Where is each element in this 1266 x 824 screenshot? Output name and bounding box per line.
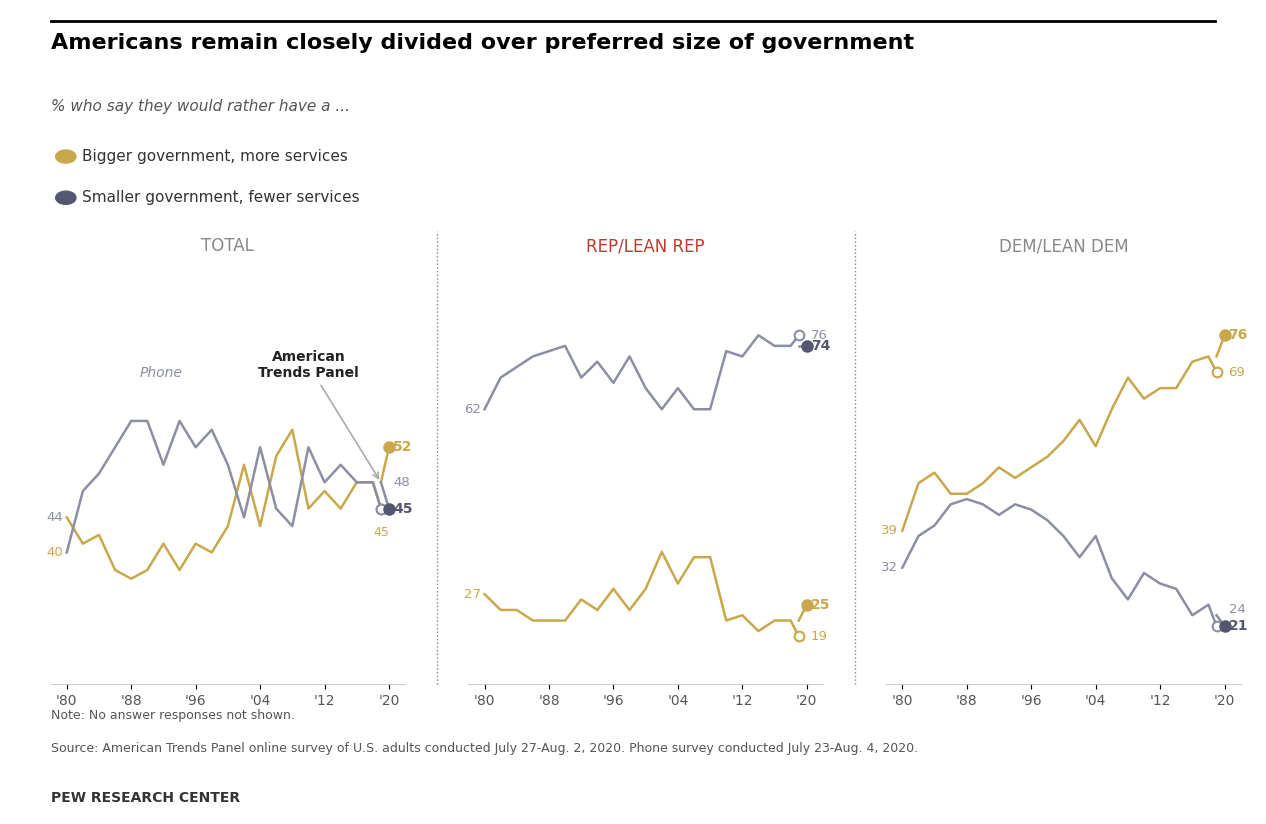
Text: 24: 24 [1228,603,1246,616]
Text: Smaller government, fewer services: Smaller government, fewer services [82,190,360,205]
Text: 25: 25 [810,597,830,611]
Title: DEM/LEAN DEM: DEM/LEAN DEM [999,237,1128,255]
Text: 69: 69 [1228,366,1246,379]
Text: 52: 52 [392,440,413,454]
Text: 74: 74 [810,339,830,353]
Text: 44: 44 [46,511,63,524]
Text: Bigger government, more services: Bigger government, more services [82,149,348,164]
Text: 32: 32 [881,561,899,574]
Text: 45: 45 [392,502,413,516]
Title: TOTAL: TOTAL [201,237,254,255]
Text: % who say they would rather have a ...: % who say they would rather have a ... [51,99,349,114]
Text: 76: 76 [1228,328,1248,342]
Text: 62: 62 [463,403,481,416]
Text: PEW RESEARCH CENTER: PEW RESEARCH CENTER [51,791,239,805]
Text: 40: 40 [46,546,63,559]
Text: 19: 19 [810,630,828,643]
Text: American
Trends Panel: American Trends Panel [258,350,379,479]
Text: Source: American Trends Panel online survey of U.S. adults conducted July 27-Aug: Source: American Trends Panel online sur… [51,742,918,755]
Text: 39: 39 [881,524,899,537]
Text: 48: 48 [392,475,410,489]
Text: 45: 45 [373,527,389,539]
Text: Note: No answer responses not shown.: Note: No answer responses not shown. [51,709,295,722]
Text: Phone: Phone [139,366,182,380]
Text: 27: 27 [463,588,481,601]
Title: REP/LEAN REP: REP/LEAN REP [586,237,705,255]
Text: Americans remain closely divided over preferred size of government: Americans remain closely divided over pr… [51,33,914,53]
Text: 21: 21 [1228,619,1248,633]
Text: 76: 76 [810,329,828,342]
